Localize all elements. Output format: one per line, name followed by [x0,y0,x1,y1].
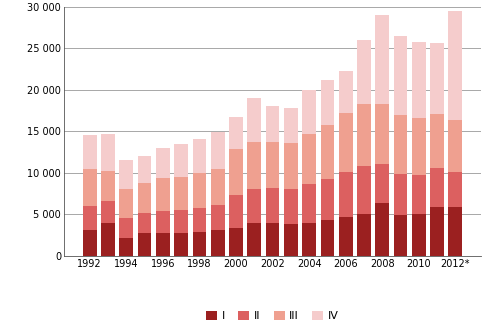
Bar [266,223,279,256]
Bar [302,184,316,223]
Bar [357,214,371,256]
Bar [448,11,462,120]
Bar [192,208,206,232]
Bar [156,234,170,256]
Bar [174,145,188,177]
Bar [101,134,115,171]
Bar [357,166,371,214]
Bar [119,237,133,256]
Bar [321,80,334,125]
Bar [229,150,243,195]
Bar [321,125,334,178]
Bar [247,189,261,223]
Bar [321,220,334,256]
Bar [412,214,426,256]
Bar [412,175,426,214]
Bar [430,43,444,114]
Bar [339,113,353,172]
Bar [137,234,151,256]
Legend: I, II, III, IV: I, II, III, IV [202,306,343,326]
Bar [156,211,170,234]
Bar [211,230,224,256]
Bar [284,108,298,143]
Bar [394,215,408,256]
Bar [83,206,97,230]
Bar [284,143,298,189]
Bar [412,42,426,118]
Bar [448,207,462,256]
Bar [229,117,243,150]
Bar [247,223,261,256]
Bar [83,169,97,206]
Bar [448,120,462,172]
Bar [119,189,133,217]
Bar [211,205,224,230]
Bar [101,201,115,223]
Bar [412,118,426,175]
Bar [211,132,224,169]
Bar [119,160,133,189]
Bar [394,174,408,215]
Bar [284,189,298,224]
Bar [101,223,115,256]
Bar [266,188,279,223]
Bar [192,139,206,173]
Bar [339,217,353,256]
Bar [375,104,389,164]
Bar [174,177,188,210]
Bar [247,142,261,189]
Bar [119,217,133,237]
Bar [375,203,389,256]
Bar [137,213,151,234]
Bar [375,15,389,104]
Bar [357,104,371,166]
Bar [192,173,206,208]
Bar [302,134,316,184]
Bar [192,232,206,256]
Bar [229,195,243,228]
Bar [156,148,170,178]
Bar [266,142,279,188]
Bar [229,228,243,256]
Bar [430,114,444,168]
Bar [430,207,444,256]
Bar [101,171,115,201]
Bar [284,224,298,256]
Bar [266,106,279,142]
Bar [174,234,188,256]
Bar [247,98,261,142]
Bar [302,223,316,256]
Bar [137,156,151,183]
Bar [339,172,353,217]
Bar [448,172,462,207]
Bar [83,230,97,256]
Bar [394,114,408,174]
Bar [321,178,334,220]
Bar [430,168,444,207]
Bar [156,178,170,211]
Bar [302,90,316,134]
Bar [174,210,188,234]
Bar [375,164,389,203]
Bar [357,40,371,104]
Bar [83,135,97,169]
Bar [211,169,224,205]
Bar [339,72,353,113]
Bar [137,183,151,213]
Bar [394,36,408,114]
